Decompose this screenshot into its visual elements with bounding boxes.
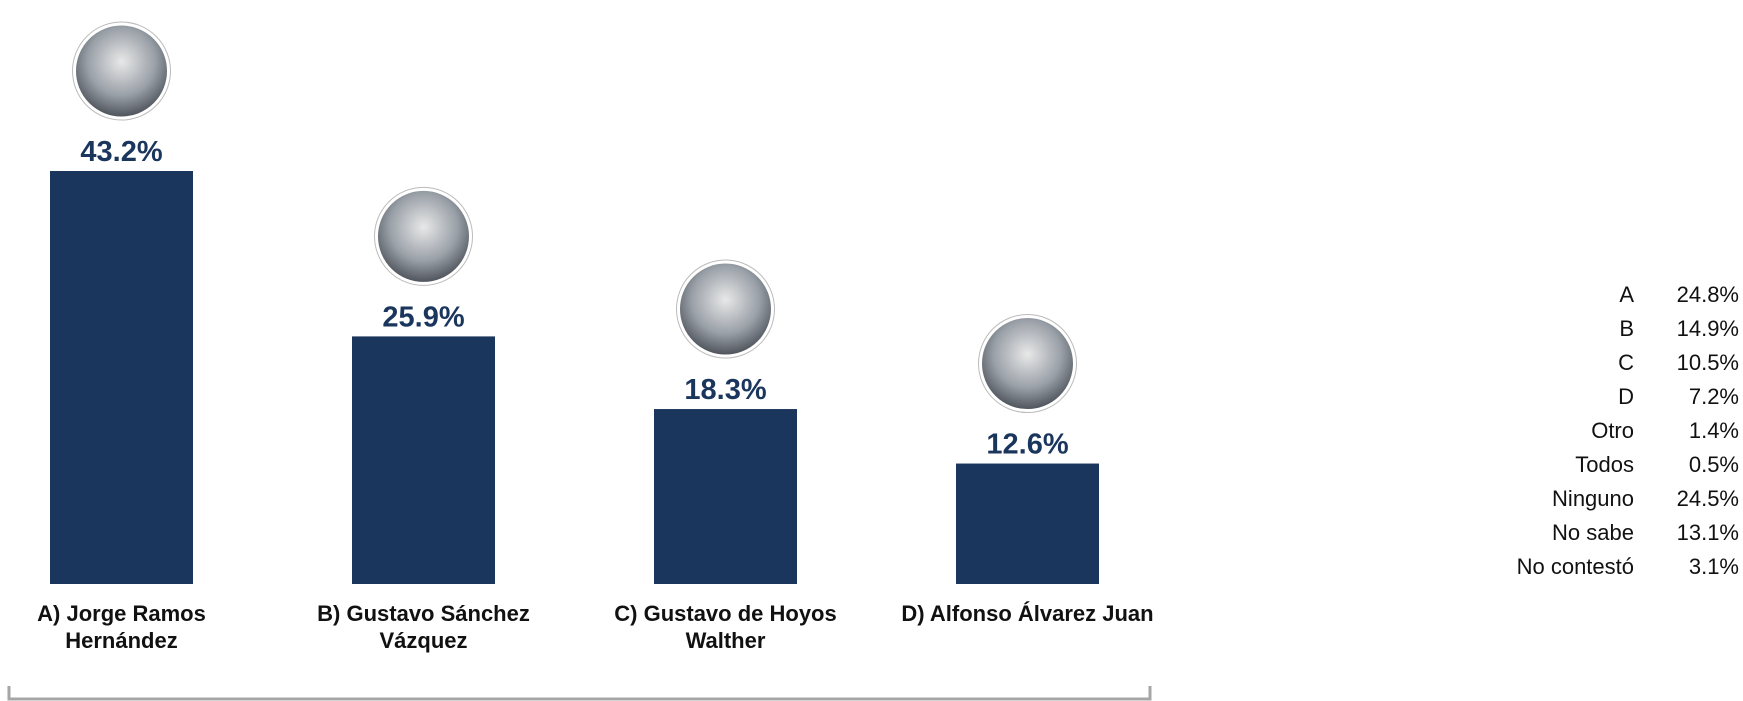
value-label: 43.2% — [80, 136, 162, 168]
summary-label: A — [1619, 282, 1634, 307]
summary-value: 0.5% — [1689, 452, 1739, 477]
summary-value: 7.2% — [1689, 384, 1739, 409]
summary-value: 24.8% — [1677, 282, 1739, 307]
summary-label: B — [1619, 316, 1634, 341]
summary-value: 14.9% — [1677, 316, 1739, 341]
summary-value: 10.5% — [1677, 350, 1739, 375]
value-label: 12.6% — [986, 429, 1068, 461]
summary-value: 24.5% — [1677, 486, 1739, 511]
bar — [50, 171, 193, 584]
summary-value: 3.1% — [1689, 554, 1739, 579]
category-label: B) Gustavo Sánchez Vázquez — [317, 601, 530, 653]
candidate-photo — [375, 187, 472, 285]
photo-ring — [978, 314, 1077, 414]
summary-label: Todos — [1575, 452, 1634, 477]
photo-ring — [676, 259, 775, 359]
bracket — [7, 686, 1152, 701]
summary-label: Otro — [1591, 418, 1634, 443]
candidate-photo — [73, 22, 170, 120]
summary-label: No sabe — [1552, 520, 1634, 545]
category-label: D) Alfonso Álvarez Juan — [901, 601, 1154, 626]
bar — [654, 409, 797, 584]
summary-value: 1.4% — [1689, 418, 1739, 443]
summary-value: 13.1% — [1677, 520, 1739, 545]
summary-label: C — [1618, 350, 1634, 375]
candidate-photo — [677, 260, 774, 358]
summary-label: D — [1618, 384, 1634, 409]
photo-ring — [374, 186, 473, 286]
summary-label: Ninguno — [1552, 486, 1634, 511]
bar — [956, 463, 1099, 584]
photo-ring — [72, 21, 171, 121]
candidate-photo — [979, 315, 1076, 413]
summary-label: No contestó — [1517, 554, 1634, 579]
category-label: A) Jorge Ramos Hernández — [37, 601, 206, 653]
category-label: C) Gustavo de Hoyos Walther — [614, 601, 837, 653]
value-label: 25.9% — [382, 301, 464, 333]
value-label: 18.3% — [684, 374, 766, 406]
bar — [352, 336, 495, 584]
